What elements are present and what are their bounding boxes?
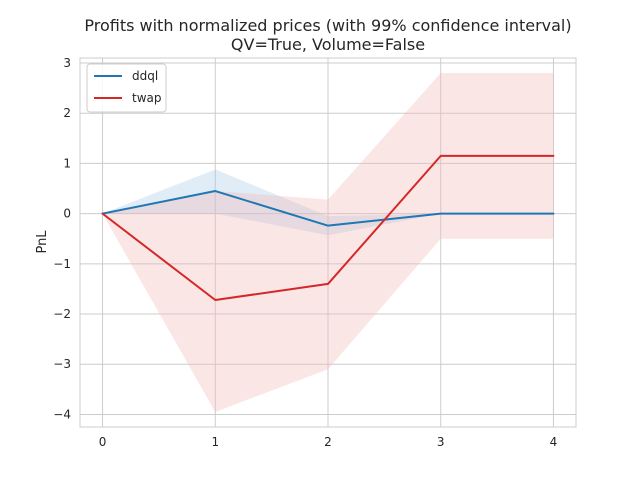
grid-lines bbox=[80, 58, 576, 427]
y-tick-label: 1 bbox=[63, 156, 71, 170]
confidence-bands bbox=[102, 73, 554, 412]
y-tick-label: 3 bbox=[63, 56, 71, 70]
y-tick-label: −4 bbox=[53, 407, 71, 421]
x-tick-label: 1 bbox=[211, 435, 219, 449]
series-line-ddql bbox=[101, 190, 555, 227]
x-tick-label: 3 bbox=[437, 435, 445, 449]
y-tick-label: 2 bbox=[63, 106, 71, 120]
series-lines bbox=[101, 154, 555, 301]
confidence-band-twap bbox=[102, 73, 554, 412]
legend-label-ddql: ddql bbox=[132, 69, 158, 83]
chart-title: Profits with normalized prices (with 99%… bbox=[84, 16, 571, 35]
y-tick-label: 0 bbox=[63, 207, 71, 221]
y-tick-label: −3 bbox=[53, 357, 71, 371]
legend: ddql twap bbox=[86, 63, 167, 113]
chart-subtitle: QV=True, Volume=False bbox=[231, 35, 425, 54]
x-tick-label: 4 bbox=[550, 435, 558, 449]
legend-label-twap: twap bbox=[132, 91, 162, 105]
y-tick-label: −1 bbox=[53, 257, 71, 271]
tick-labels: 0 1 2 3 4 −4 −3 −2 −1 0 1 2 3 bbox=[53, 56, 557, 449]
confidence-band-ddql bbox=[102, 169, 554, 236]
x-tick-label: 0 bbox=[99, 435, 107, 449]
y-tick-label: −2 bbox=[53, 307, 71, 321]
y-axis-label: PnL bbox=[35, 230, 50, 254]
series-line-twap bbox=[101, 154, 555, 301]
x-tick-label: 2 bbox=[324, 435, 332, 449]
